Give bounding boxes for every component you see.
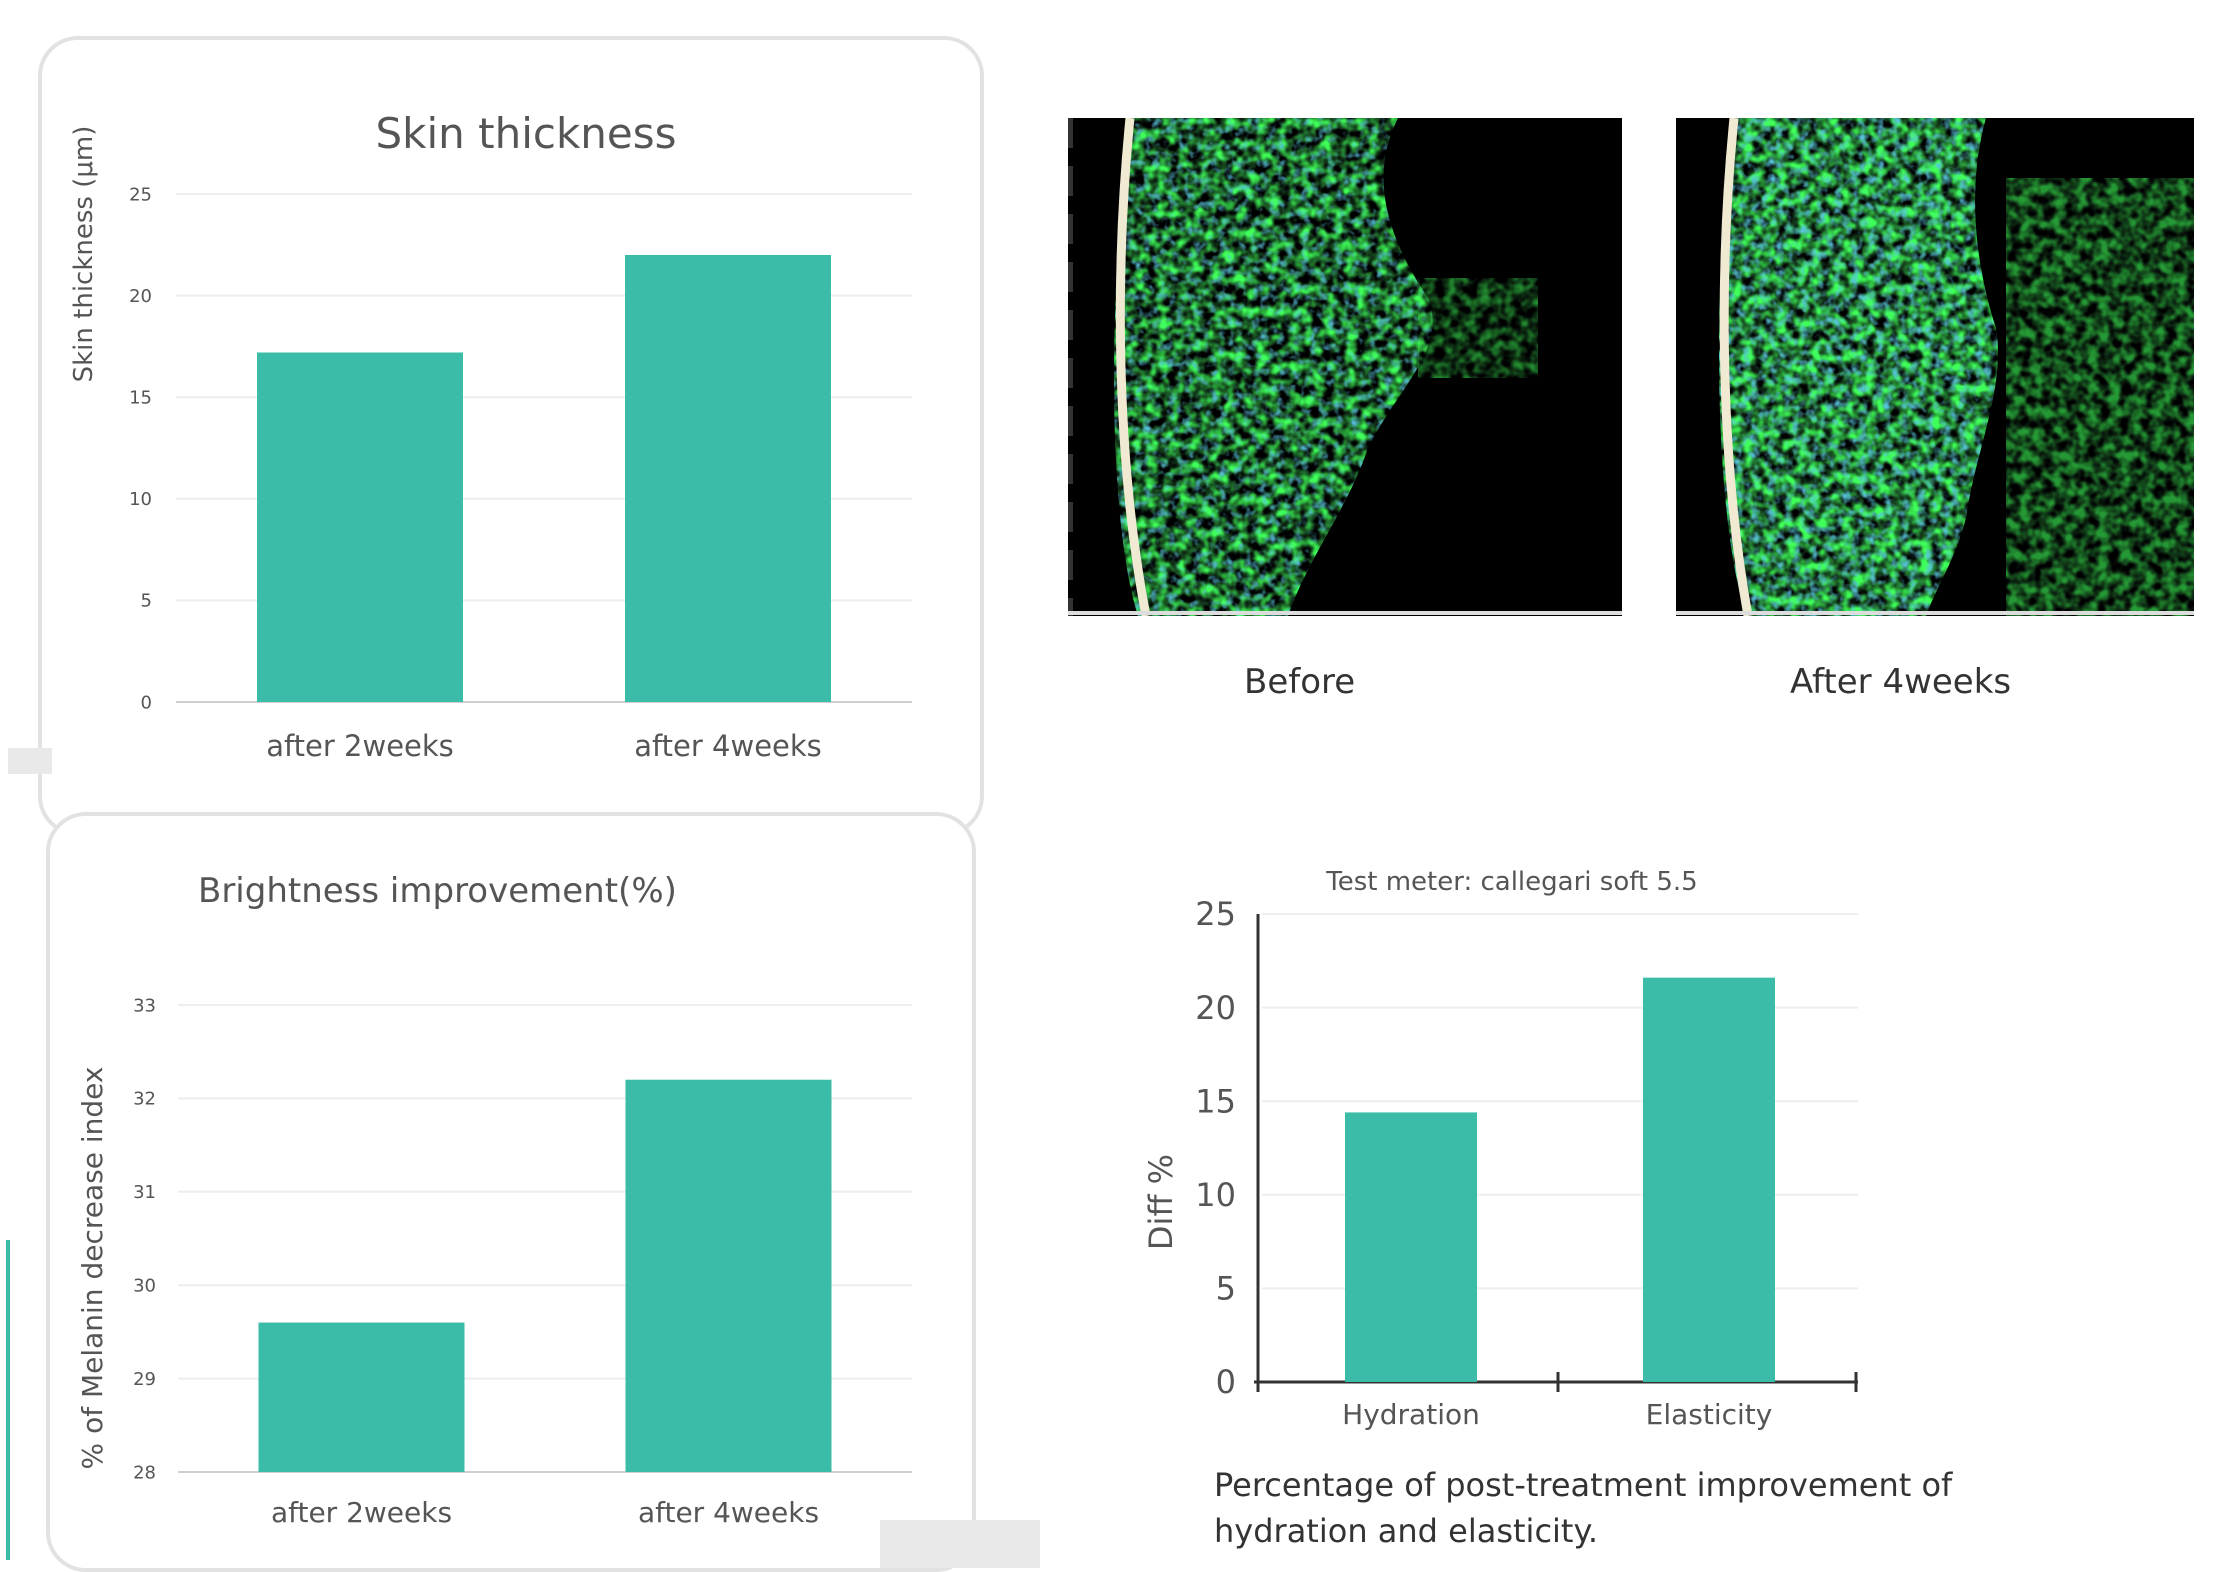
brightness-y-ticks: 28 29 30 31 32 33 (133, 995, 156, 1483)
brightness-chart-title: Brightness improvement(%) (198, 871, 677, 911)
skin-category-labels: after 2weeks after 4weeks (266, 729, 822, 763)
y-tick-label: 31 (133, 1182, 156, 1203)
x-category-label: after 2weeks (266, 729, 454, 763)
bar (625, 1079, 832, 1472)
skin-chart-title: Skin thickness (375, 109, 676, 158)
bar (257, 352, 463, 702)
hydration-bars (1345, 977, 1775, 1382)
y-tick-label: 20 (129, 286, 152, 307)
before-label: Before (1244, 662, 1356, 702)
y-tick-label: 20 (1195, 989, 1236, 1027)
decorative-strip (8, 748, 52, 774)
brightness-bars (258, 1079, 832, 1472)
skin-y-ticks: 0 5 10 15 20 25 (129, 184, 152, 713)
hydration-axes (1256, 914, 1858, 1392)
micrograph-after-art (1676, 118, 2194, 616)
x-category-label: Hydration (1342, 1398, 1480, 1431)
bar (1643, 977, 1775, 1382)
y-tick-label: 32 (133, 1089, 156, 1110)
bar (625, 254, 831, 702)
hydration-category-labels: Hydration Elasticity (1342, 1398, 1772, 1431)
y-tick-label: 5 (1216, 1270, 1236, 1308)
y-tick-label: 10 (1195, 1176, 1236, 1214)
skin-y-axis-label: Skin thickness (μm) (69, 126, 99, 383)
brightness-y-axis-label: % of Melanin decrease index (76, 1067, 109, 1470)
x-category-label: Elasticity (1646, 1398, 1773, 1431)
brightness-category-labels: after 2weeks after 4weeks (271, 1496, 819, 1529)
micrograph-before-image (1068, 118, 1622, 616)
y-tick-label: 15 (129, 388, 152, 409)
x-category-label: after 4weeks (634, 729, 822, 763)
micrograph-before-art (1068, 118, 1622, 616)
hydration-chart-caption: Percentage of post-treatment improvement… (1214, 1466, 1953, 1550)
y-tick-label: 25 (129, 184, 152, 205)
y-tick-label: 15 (1195, 1082, 1236, 1120)
y-tick-label: 30 (133, 1276, 156, 1297)
bar (258, 1322, 465, 1472)
y-tick-label: 10 (129, 489, 152, 510)
decorative-accent-line (6, 1240, 10, 1560)
skin-bars (257, 254, 831, 702)
y-tick-label: 0 (1216, 1363, 1236, 1401)
y-tick-label: 29 (133, 1369, 156, 1390)
bar (1345, 1112, 1477, 1382)
y-tick-label: 25 (1195, 895, 1236, 933)
y-tick-label: 5 (141, 591, 152, 612)
micrograph-after-image (1676, 118, 2194, 616)
x-category-label: after 4weeks (638, 1496, 819, 1529)
y-tick-label: 33 (133, 995, 156, 1016)
hydration-y-axis-label: Diff % (1142, 1154, 1180, 1250)
y-tick-label: 28 (133, 1462, 156, 1483)
after-label: After 4weeks (1790, 662, 2012, 702)
hydration-y-ticks: 0 5 10 15 20 25 (1195, 895, 1236, 1401)
x-category-label: after 2weeks (271, 1496, 452, 1529)
y-tick-label: 0 (141, 692, 152, 713)
hydration-chart-subtitle: Test meter: callegari soft 5.5 (1325, 867, 1697, 897)
decorative-strip (880, 1520, 1040, 1568)
